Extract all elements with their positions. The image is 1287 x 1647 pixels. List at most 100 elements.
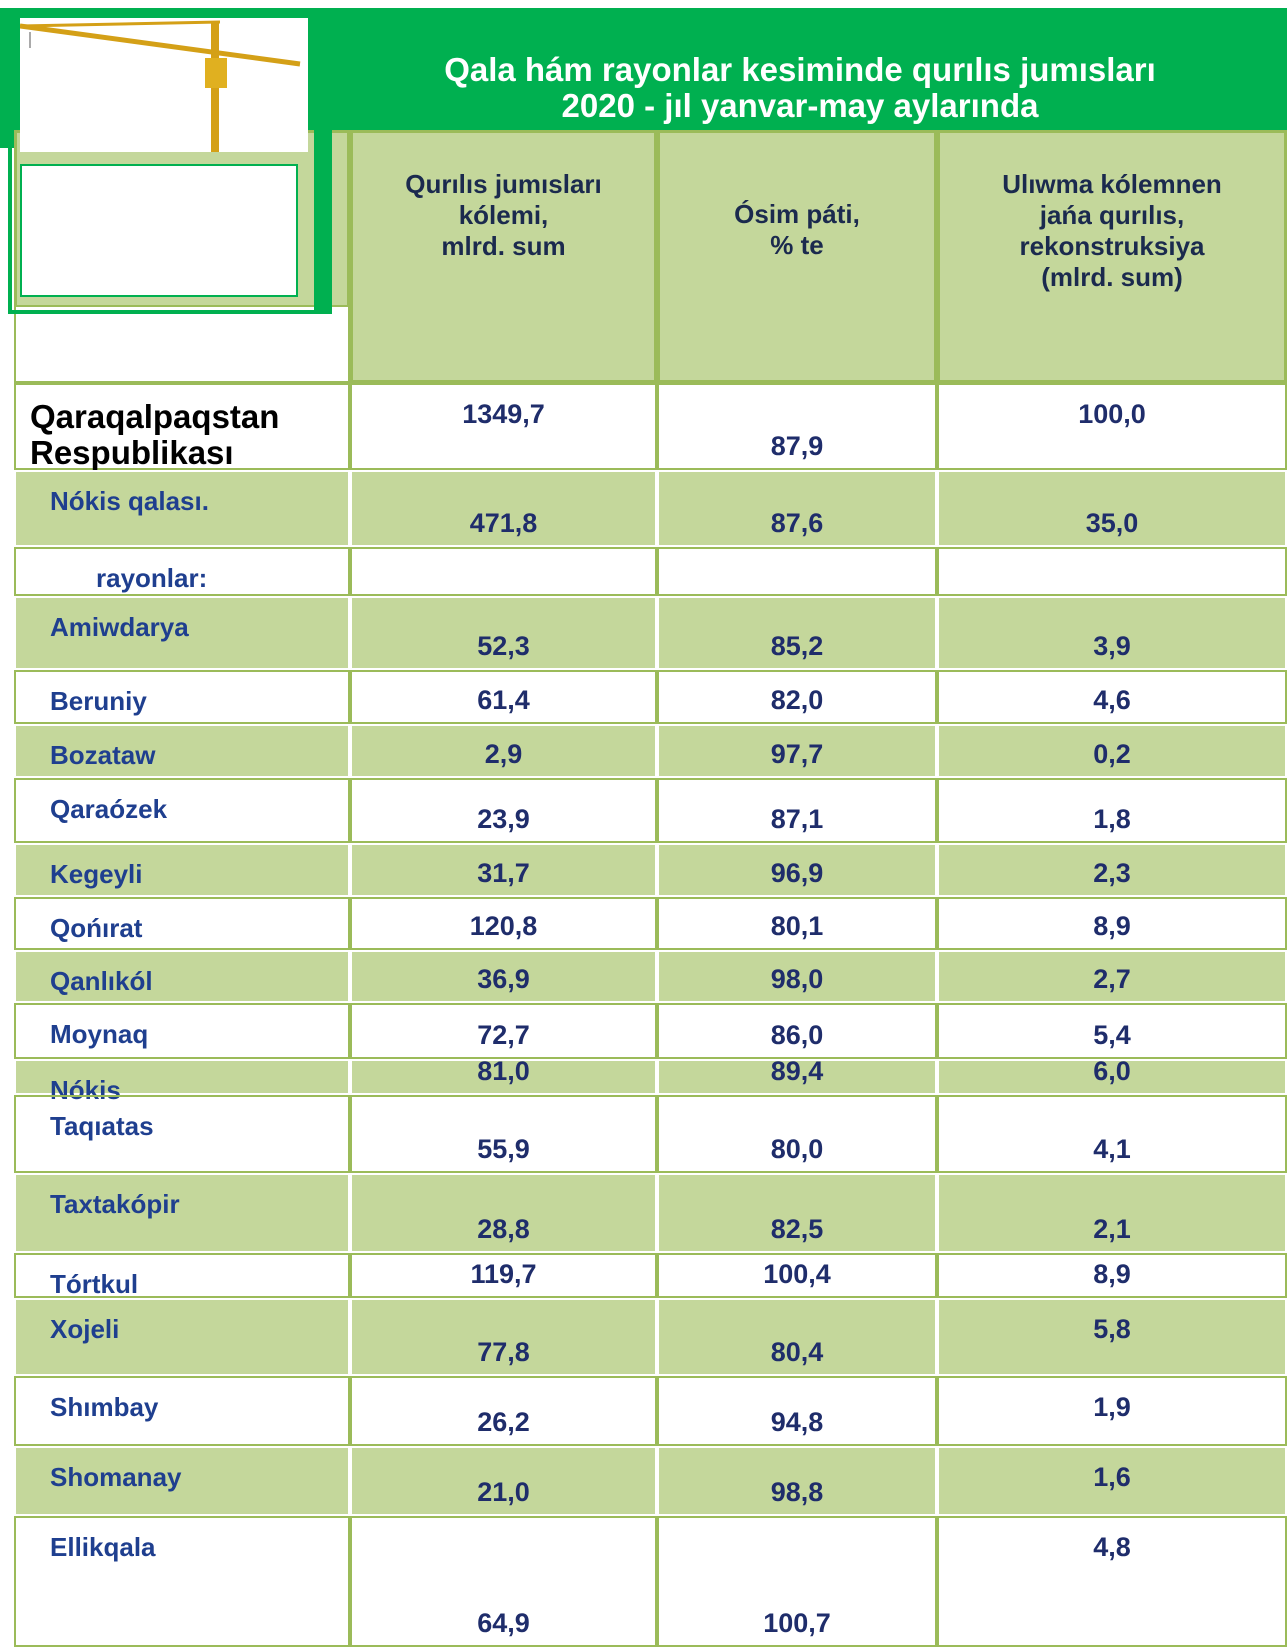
value-cell: 81,0 bbox=[350, 1059, 657, 1095]
cell-text: 100,0 bbox=[1078, 399, 1146, 430]
cell-text: 2,9 bbox=[485, 739, 523, 770]
value-cell: 87,6 bbox=[657, 470, 937, 547]
value-cell: 100,0 bbox=[937, 383, 1287, 470]
value-cell: 82,5 bbox=[657, 1173, 937, 1253]
cell-text: 23,9 bbox=[477, 804, 530, 835]
cell-text: 81,0 bbox=[477, 1056, 530, 1087]
value-cell: 87,9 bbox=[657, 383, 937, 470]
value-cell bbox=[350, 547, 657, 596]
cell-text: 64,9 bbox=[477, 1608, 530, 1639]
row-label: Beruniy bbox=[14, 670, 350, 724]
cell-text: 100,7 bbox=[763, 1608, 831, 1639]
cell-text: 82,0 bbox=[771, 685, 824, 716]
cell-text: 35,0 bbox=[1086, 508, 1139, 539]
cell-text: Shomanay bbox=[50, 1462, 182, 1493]
cell-text: 8,9 bbox=[1093, 1259, 1131, 1290]
row-label: Shomanay bbox=[14, 1446, 350, 1516]
value-cell bbox=[937, 547, 1287, 596]
value-cell: 72,7 bbox=[350, 1003, 657, 1059]
cell-text: 0,2 bbox=[1093, 739, 1131, 770]
cell-text: 77,8 bbox=[477, 1337, 530, 1368]
value-cell: 21,0 bbox=[350, 1446, 657, 1516]
cell-text: Kegeyli bbox=[50, 859, 143, 890]
row-label: Qaraózek bbox=[14, 778, 350, 843]
value-cell: 64,9 bbox=[350, 1516, 657, 1647]
cell-text: 120,8 bbox=[470, 911, 538, 942]
value-cell: 8,9 bbox=[937, 897, 1287, 950]
value-cell: 28,8 bbox=[350, 1173, 657, 1253]
row-label: Shımbay bbox=[14, 1376, 350, 1446]
value-cell: 3,9 bbox=[937, 596, 1287, 670]
value-cell: 85,2 bbox=[657, 596, 937, 670]
cell-text: 96,9 bbox=[771, 858, 824, 889]
row-label: Amiwdarya bbox=[14, 596, 350, 670]
cell-text: 1,6 bbox=[1093, 1462, 1131, 1493]
value-cell: 52,3 bbox=[350, 596, 657, 670]
value-cell: 86,0 bbox=[657, 1003, 937, 1059]
page: Qala hám rayonlar kesiminde qurılıs jumı… bbox=[0, 0, 1287, 1647]
cell-text: Shımbay bbox=[50, 1392, 158, 1423]
value-cell: 6,0 bbox=[937, 1059, 1287, 1095]
value-cell: 8,9 bbox=[937, 1253, 1287, 1298]
value-cell: 61,4 bbox=[350, 670, 657, 724]
cell-text: 100,4 bbox=[763, 1259, 831, 1290]
cell-text: 55,9 bbox=[477, 1134, 530, 1165]
cell-text: 28,8 bbox=[477, 1214, 530, 1245]
cell-text: 26,2 bbox=[477, 1407, 530, 1438]
value-cell: 35,0 bbox=[937, 470, 1287, 547]
cell-text: 4,8 bbox=[1093, 1532, 1131, 1563]
title-line: Qala hám rayonlar kesiminde qurılıs jumı… bbox=[330, 52, 1270, 88]
cell-text: 87,1 bbox=[771, 804, 824, 835]
value-cell: 100,4 bbox=[657, 1253, 937, 1298]
column-header: Ulıwma kólemnen jańa qurılıs, rekonstruk… bbox=[937, 130, 1287, 383]
cell-text: 3,9 bbox=[1093, 631, 1131, 662]
value-cell: 97,7 bbox=[657, 724, 937, 778]
title: Qala hám rayonlar kesiminde qurılıs jumı… bbox=[330, 52, 1270, 124]
cell-text: 82,5 bbox=[771, 1214, 824, 1245]
value-cell: 26,2 bbox=[350, 1376, 657, 1446]
row-label: Kegeyli bbox=[14, 843, 350, 897]
value-cell: 80,1 bbox=[657, 897, 937, 950]
cell-text: 52,3 bbox=[477, 631, 530, 662]
value-cell: 5,4 bbox=[937, 1003, 1287, 1059]
value-cell: 23,9 bbox=[350, 778, 657, 843]
value-cell: 1,9 bbox=[937, 1376, 1287, 1446]
row-label: Qońırat bbox=[14, 897, 350, 950]
cell-text: Qaraózek bbox=[50, 794, 167, 825]
cell-text: 61,4 bbox=[477, 685, 530, 716]
column-header: Qurılıs jumısları kólemi, mlrd. sum bbox=[350, 130, 657, 383]
value-cell: 4,8 bbox=[937, 1516, 1287, 1647]
cell-text: rayonlar: bbox=[96, 563, 207, 594]
value-cell: 1349,7 bbox=[350, 383, 657, 470]
cell-text: Taxtakópir bbox=[50, 1189, 180, 1220]
cell-text: 1349,7 bbox=[462, 399, 545, 430]
cell-text: Qońırat bbox=[50, 913, 142, 944]
cell-text: Ellikqala bbox=[50, 1532, 156, 1563]
row-label: Ellikqala bbox=[14, 1516, 350, 1647]
value-cell: 96,9 bbox=[657, 843, 937, 897]
cell-text: 85,2 bbox=[771, 631, 824, 662]
cell-text: 6,0 bbox=[1093, 1056, 1131, 1087]
cell-text: 80,0 bbox=[771, 1134, 824, 1165]
value-cell: 36,9 bbox=[350, 950, 657, 1003]
cell-text: 98,0 bbox=[771, 964, 824, 995]
cell-text: 2,7 bbox=[1093, 964, 1131, 995]
cell-text: 98,8 bbox=[771, 1477, 824, 1508]
column-header: Ósim páti, % te bbox=[657, 130, 937, 383]
cell-text: 2,1 bbox=[1093, 1214, 1131, 1245]
row-label: Moynaq bbox=[14, 1003, 350, 1059]
cell-text: Beruniy bbox=[50, 686, 147, 717]
value-cell: 98,8 bbox=[657, 1446, 937, 1516]
value-cell: 82,0 bbox=[657, 670, 937, 724]
value-cell: 98,0 bbox=[657, 950, 937, 1003]
value-cell: 77,8 bbox=[350, 1298, 657, 1376]
crane-image bbox=[20, 18, 308, 152]
value-cell: 5,8 bbox=[937, 1298, 1287, 1376]
cell-text: 1,8 bbox=[1093, 804, 1131, 835]
value-cell: 119,7 bbox=[350, 1253, 657, 1298]
cell-text: 5,4 bbox=[1093, 1020, 1131, 1051]
cell-text: Moynaq bbox=[50, 1019, 148, 1050]
cell-text: 4,6 bbox=[1093, 685, 1131, 716]
cell-text: 2,3 bbox=[1093, 858, 1131, 889]
value-cell bbox=[657, 547, 937, 596]
